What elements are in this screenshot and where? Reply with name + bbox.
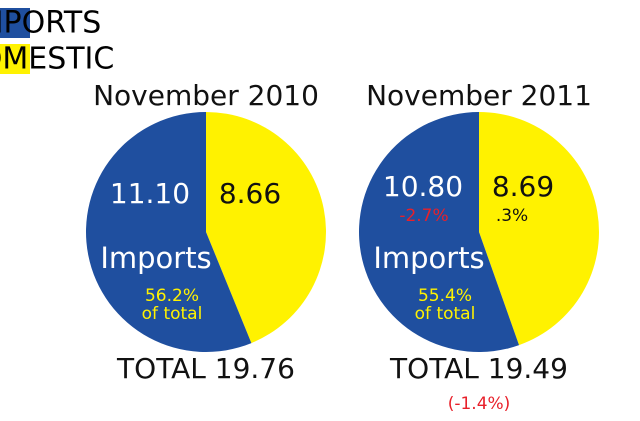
- inner-label: Imports: [373, 241, 484, 275]
- total-label: TOTAL 19.76: [116, 352, 295, 385]
- total-change: (-1.4%): [448, 394, 511, 414]
- value-label: 8.66: [219, 177, 281, 210]
- value-label: 10.80: [383, 170, 463, 203]
- share-note: of total: [415, 304, 476, 324]
- change-label: -2.7%: [399, 206, 448, 226]
- pie-title: November 2010: [93, 79, 319, 112]
- legend-label: DOMESTIC: [0, 42, 114, 77]
- change-label: .3%: [496, 206, 528, 226]
- pie-title: November 2011: [366, 79, 592, 112]
- pie-slice: [206, 112, 327, 344]
- inner-label: Imports: [100, 241, 211, 275]
- share-label: 55.4%: [418, 286, 472, 306]
- value-label: 8.69: [492, 170, 554, 203]
- legend-swatch: [0, 8, 30, 38]
- pie-slice: [86, 112, 252, 352]
- value-label: 11.10: [110, 177, 190, 210]
- share-note: of total: [142, 304, 203, 324]
- legend-label: IMPORTS: [0, 6, 101, 41]
- share-label: 56.2%: [145, 286, 199, 306]
- total-label: TOTAL 19.49: [389, 352, 568, 385]
- pie-slice: [479, 112, 600, 346]
- legend-swatch: [0, 44, 30, 74]
- pie-slice: [359, 112, 520, 352]
